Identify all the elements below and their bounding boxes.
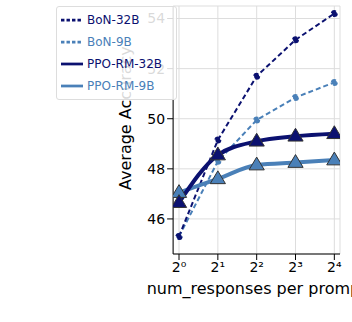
svg-text:48: 48	[147, 161, 165, 177]
svg-text:54: 54	[147, 10, 165, 26]
svg-text:46: 46	[147, 211, 165, 227]
svg-text:2⁴: 2⁴	[327, 259, 342, 275]
svg-text:2¹: 2¹	[211, 259, 226, 275]
svg-text:Average Accuracy: Average Accuracy	[116, 46, 135, 190]
svg-text:2⁰: 2⁰	[172, 259, 187, 275]
svg-text:2³: 2³	[288, 259, 303, 275]
svg-text:50: 50	[147, 111, 165, 127]
svg-text:2²: 2²	[249, 259, 264, 275]
svg-text:num_responses per prompt: num_responses per prompt	[147, 279, 344, 299]
svg-text:52: 52	[147, 61, 165, 77]
